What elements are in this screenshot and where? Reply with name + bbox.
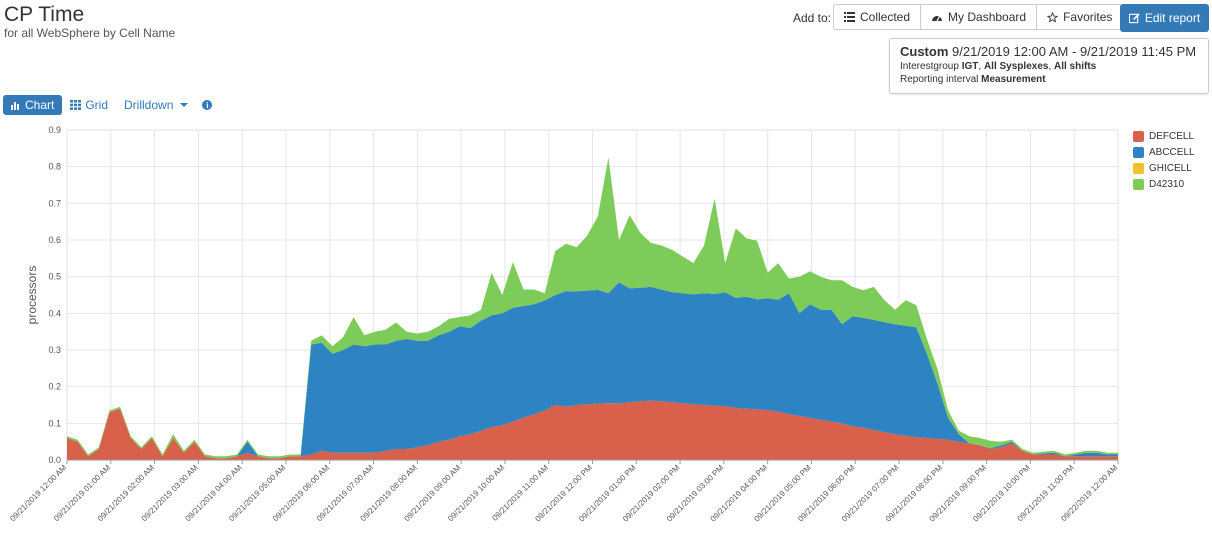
dashboard-icon [932, 16, 943, 22]
area-abccell [67, 282, 1118, 459]
shifts-value: All shifts [1054, 61, 1097, 72]
tab-grid[interactable]: Grid [62, 95, 116, 115]
edit-report-button[interactable]: Edit report [1120, 4, 1209, 32]
reporting-interval-value: Measurement [981, 74, 1046, 85]
drilldown-dropdown[interactable]: Drilldown [116, 95, 196, 115]
reporting-interval-prefix: Reporting interval [900, 74, 979, 85]
y-tick-label: 0.9 [48, 125, 61, 135]
edit-icon [1128, 12, 1140, 23]
legend-item-ghicell[interactable]: GHICELL [1133, 160, 1195, 176]
y-tick-label: 0.4 [48, 308, 61, 318]
legend-label: GHICELL [1149, 162, 1192, 174]
collected-button[interactable]: Collected [833, 4, 922, 30]
y-tick-label: 0.8 [48, 162, 61, 172]
area-d42310 [67, 157, 1118, 459]
chart-legend: DEFCELL ABCCELL GHICELL D42310 [1133, 128, 1195, 192]
legend-swatch-defcell [1133, 130, 1144, 142]
edit-report-label: Edit report [1144, 11, 1201, 25]
legend-swatch-d42310 [1133, 178, 1144, 190]
legend-label: D42310 [1149, 178, 1185, 190]
favorites-label: Favorites [1063, 10, 1113, 24]
sysplexes-value: All Sysplexes [983, 61, 1049, 72]
legend-item-d42310[interactable]: D42310 [1133, 176, 1195, 192]
report-info-box: Custom 9/21/2019 12:00 AM - 9/21/2019 11… [889, 38, 1209, 94]
info-icon[interactable]: i [202, 100, 213, 110]
y-tick-label: 0.2 [48, 382, 61, 392]
custom-range-label: Custom [900, 44, 949, 59]
my-dashboard-button[interactable]: My Dashboard [921, 4, 1038, 30]
y-tick-label: 0.1 [48, 418, 61, 428]
date-range: 9/21/2019 12:00 AM - 9/21/2019 11:45 PM [952, 44, 1197, 59]
list-icon [844, 12, 855, 22]
y-tick-label: 0.7 [48, 198, 61, 208]
legend-swatch-ghicell [1133, 162, 1144, 174]
y-tick-label: 0.3 [48, 345, 61, 355]
y-tick-label: 0.0 [48, 455, 61, 465]
interest-group-value: IGT [961, 61, 979, 72]
drilldown-label: Drilldown [124, 98, 174, 112]
legend-label: DEFCELL [1149, 130, 1195, 142]
y-tick-label: 0.6 [48, 235, 61, 245]
date-range-line: Custom 9/21/2019 12:00 AM - 9/21/2019 11… [900, 44, 1198, 59]
interest-group-prefix: Interestgroup [900, 61, 959, 72]
interest-group-line: Interestgroup IGT, All Sysplexes, All sh… [900, 61, 1097, 72]
y-axis-label: processors [25, 266, 39, 325]
add-to-label: Add to: [793, 11, 832, 25]
caret-down-icon [180, 103, 189, 107]
bar-chart-icon [11, 101, 19, 110]
tab-chart-label: Chart [25, 98, 55, 112]
view-tabs: Chart Grid Drilldown i [3, 95, 213, 115]
page-title: CP Time [4, 3, 85, 26]
reporting-interval-line: Reporting interval Measurement [900, 74, 1198, 85]
collected-label: Collected [860, 10, 911, 24]
legend-swatch-abccell [1133, 146, 1144, 158]
area-defcell [67, 400, 1118, 460]
grid-icon [70, 100, 82, 110]
favorites-button[interactable]: Favorites [1037, 4, 1124, 30]
tab-grid-label: Grid [85, 98, 109, 112]
legend-item-abccell[interactable]: ABCCELL [1133, 144, 1195, 160]
legend-label: ABCCELL [1149, 146, 1195, 158]
my-dashboard-label: My Dashboard [948, 10, 1027, 24]
add-to-button-group: Collected My Dashboard Favorites [833, 4, 1124, 30]
legend-item-defcell[interactable]: DEFCELL [1133, 128, 1195, 144]
star-icon [1047, 11, 1059, 23]
y-tick-label: 0.5 [48, 272, 61, 282]
page-subtitle: for all WebSphere by Cell Name [4, 26, 176, 40]
tab-chart[interactable]: Chart [3, 95, 63, 115]
